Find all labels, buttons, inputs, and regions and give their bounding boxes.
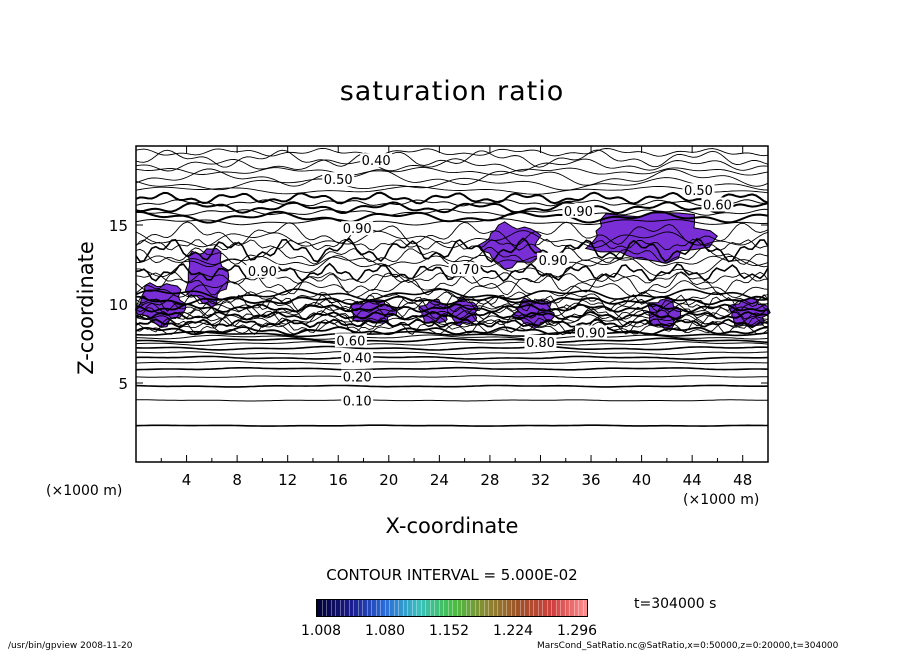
contour-label-3: 0.60	[336, 334, 365, 349]
contour-low-8	[135, 345, 769, 351]
x-unit-label-right: (×1000 m)	[683, 492, 760, 508]
contour-top-5	[135, 149, 769, 168]
contour-label-1: 0.20	[343, 371, 372, 386]
contour-top-4	[135, 158, 769, 172]
contour-low-12	[135, 330, 769, 338]
colorbar	[316, 599, 588, 617]
x-tick-label-10: 44	[683, 471, 702, 489]
contour-low-4	[135, 366, 769, 371]
contour-mid-10	[135, 298, 769, 313]
colorbar-tick-1: 1.080	[365, 623, 406, 639]
contour-band-3	[135, 201, 769, 215]
contour-upper-2	[135, 271, 769, 296]
contour-low-0	[135, 424, 768, 427]
contour-label-0: 0.10	[343, 394, 372, 409]
x-tick-label-8: 36	[581, 471, 600, 489]
contour-label-7: 0.90	[539, 254, 568, 269]
contour-low-7	[135, 350, 769, 355]
contour-label-9: 0.90	[564, 205, 593, 220]
contour-upper-8	[135, 237, 769, 263]
contour-label-12: 0.40	[362, 154, 391, 169]
colorbar-tick-3: 1.224	[493, 623, 534, 639]
contour-mid-0	[135, 326, 769, 336]
contour-labels: 0.10 0.20 0.40 0.60 0.80 0.90 0.70 0.90 0.90 0.90…	[246, 153, 734, 409]
contour-top-3	[135, 166, 769, 176]
contour-mid-2	[135, 316, 769, 335]
contour-upper-0	[135, 288, 769, 301]
contour-low-9	[135, 341, 769, 346]
x-tick-label-1: 8	[232, 471, 242, 489]
chart-title: saturation ratio	[339, 76, 565, 107]
x-tick-label-3: 16	[329, 471, 348, 489]
contour-label-8: 0.90	[248, 265, 277, 280]
supersaturated-region-7	[584, 212, 718, 264]
contour-upper-11	[135, 221, 769, 246]
contour-label-13: 0.50	[324, 173, 353, 188]
x-tick-label-2: 12	[278, 471, 297, 489]
contour-interval-label: CONTOUR INTERVAL = 5.000E-02	[326, 566, 578, 584]
contour-low-10	[135, 337, 769, 344]
x-tick-label-0: 4	[182, 471, 192, 489]
supersaturated-region-5	[477, 221, 542, 270]
contour-label-6: 0.70	[450, 263, 479, 278]
contour-upper-3	[135, 272, 769, 284]
contour-mid-9	[135, 303, 769, 313]
contour-label-11: 0.60	[703, 198, 732, 213]
contour-band-4	[135, 199, 769, 207]
contour-low-6	[135, 355, 769, 360]
y-tick-label-2: 15	[109, 217, 128, 235]
contour-label-5: 0.90	[577, 326, 606, 341]
x-unit-label-left: (×1000 m)	[46, 483, 123, 499]
x-tick-label-4: 20	[379, 471, 398, 489]
contour-upper-9	[135, 238, 769, 251]
x-tick-label-7: 32	[531, 471, 550, 489]
contour-low-11	[135, 334, 769, 340]
x-axis-ticks: 4 8 12 16 20 24 28 32 36 40 44 48	[160, 146, 752, 489]
contour-top-6	[135, 147, 769, 157]
colorbar-tick-2: 1.152	[429, 623, 470, 639]
contour-upper-4	[135, 262, 769, 283]
contour-low-5	[135, 360, 768, 365]
y-tick-label-1: 10	[109, 296, 128, 314]
contour-top-2	[135, 168, 769, 187]
y-tick-label-0: 5	[118, 375, 128, 393]
contour-upper-10	[135, 230, 769, 249]
footer-program: /usr/bin/gpview 2008-11-20	[8, 641, 133, 651]
contour-mid-5	[135, 309, 769, 328]
footer-source: MarsCond_SatRatio.nc@SatRatio,x=0:50000,…	[537, 641, 839, 651]
contour-label-4: 0.80	[526, 336, 555, 351]
contour-low-1	[136, 399, 768, 402]
time-label: t=304000 s	[634, 596, 717, 612]
contour-lines	[135, 147, 769, 427]
colorbar-tick-4: 1.296	[557, 623, 598, 639]
contour-upper-1	[135, 280, 769, 299]
contour-top-0	[135, 185, 769, 195]
contour-label-10: 0.50	[684, 184, 713, 199]
y-axis-ticks: 5 10 15	[109, 217, 768, 393]
contour-top-1	[135, 177, 769, 191]
x-tick-label-11: 48	[733, 471, 752, 489]
y-axis-label: Z-coordinate	[74, 241, 98, 375]
contour-band-5	[135, 191, 769, 205]
contour-label-14: 0.90	[343, 222, 372, 237]
x-axis-label: X-coordinate	[385, 514, 519, 538]
x-tick-label-6: 28	[480, 471, 499, 489]
contour-label-2: 0.40	[343, 352, 372, 367]
colorbar-tick-0: 1.008	[301, 623, 342, 639]
contour-low-3	[135, 375, 768, 379]
x-tick-label-5: 24	[430, 471, 449, 489]
x-tick-label-9: 40	[632, 471, 651, 489]
contour-low-2	[135, 384, 769, 388]
